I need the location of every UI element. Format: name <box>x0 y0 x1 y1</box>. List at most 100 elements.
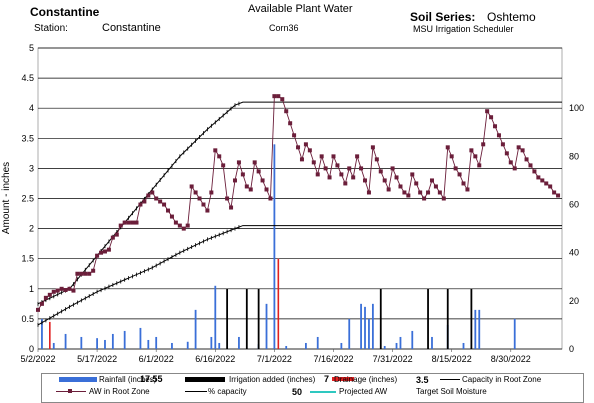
y-tick-label: 0 <box>29 344 34 354</box>
aw-point <box>327 175 332 180</box>
aw-point <box>323 166 328 171</box>
legend-aw-marker <box>68 389 72 393</box>
aw-point <box>347 166 352 171</box>
y-tick-label: 3 <box>29 163 34 173</box>
aw-point <box>276 94 281 99</box>
y-tick-label: 4.5 <box>21 73 34 83</box>
aw-point <box>500 142 505 147</box>
y2-tick-label: 80 <box>569 151 579 161</box>
rainfall-bar <box>139 327 142 349</box>
aw-point <box>99 250 104 255</box>
aw-point <box>189 184 194 189</box>
crop-name: Corn36 <box>269 23 299 33</box>
aw-point <box>154 196 159 201</box>
aw-point <box>508 160 513 165</box>
y-tick-label: 4 <box>29 103 34 113</box>
aw-point <box>552 190 557 195</box>
aw-point <box>146 193 151 198</box>
x-tick-label: 6/16/2022 <box>195 354 235 364</box>
aw-point <box>398 184 403 189</box>
legend-pct-label: % capacity <box>208 387 247 396</box>
y-tick-label: 1 <box>29 284 34 294</box>
y2-tick-label: 60 <box>569 200 579 210</box>
aw-point <box>390 166 395 171</box>
aw-point <box>130 220 135 225</box>
aw-point <box>248 187 253 192</box>
chart-title: Available Plant Water <box>248 3 353 15</box>
aw-point <box>229 205 234 210</box>
y-axis-label: Amount - inches <box>1 162 12 234</box>
legend-aw-label: AW in Root Zone <box>89 387 150 396</box>
legend-pct-swatch <box>185 391 207 392</box>
y2-tick-label: 40 <box>569 248 579 258</box>
aw-point <box>426 190 431 195</box>
aw-point <box>339 172 344 177</box>
aw-point <box>142 199 147 204</box>
scheduler-name: MSU Irrigation Scheduler <box>413 24 514 34</box>
aw-point <box>213 148 218 153</box>
y-tick-label: 5 <box>29 43 34 53</box>
irrigation-bar <box>446 288 449 349</box>
y2-tick-label: 20 <box>569 296 579 306</box>
legend-pct-value: 50 <box>292 387 303 397</box>
aw-point <box>102 249 107 254</box>
aw-point <box>461 181 466 186</box>
aw-point <box>382 178 387 183</box>
aw-point <box>449 154 454 159</box>
aw-point <box>240 172 245 177</box>
aw-point <box>489 115 494 120</box>
x-tick-label: 5/17/2022 <box>77 354 117 364</box>
aw-point <box>457 172 462 177</box>
irrigation-bar <box>379 288 382 349</box>
aw-point <box>402 190 407 195</box>
rainfall-bar <box>360 303 362 349</box>
aw-point <box>67 286 72 291</box>
aw-point <box>473 154 478 159</box>
aw-point <box>83 271 88 276</box>
aw-point <box>193 190 198 195</box>
y-tick-label: 0.5 <box>21 314 34 324</box>
rainfall-bar <box>111 333 114 349</box>
aw-point <box>114 232 119 237</box>
rainfall-bar <box>80 336 83 349</box>
aw-point <box>177 223 182 228</box>
rainfall-bar <box>478 309 481 349</box>
aw-point <box>370 145 375 150</box>
aw-point <box>477 163 482 168</box>
aw-point <box>351 175 356 180</box>
aw-point <box>441 196 446 201</box>
legend-rain-swatch <box>59 377 97 382</box>
y2-tick-label: 100 <box>569 103 584 113</box>
legend-rain-total: 17.55 <box>140 374 163 384</box>
aw-point <box>394 175 399 180</box>
y2-axis-ticks: 0 20 40 60 80 100 <box>569 103 584 354</box>
aw-point <box>343 181 348 186</box>
aw-point <box>36 307 40 312</box>
aw-point <box>39 301 44 306</box>
aw-point <box>319 154 324 159</box>
aw-point <box>150 190 155 195</box>
legend-capacity-label: Capacity in Root Zone <box>462 375 542 384</box>
aw-point <box>544 181 549 186</box>
aw-point <box>437 190 442 195</box>
aw-point <box>95 253 100 258</box>
aw-point <box>75 271 80 276</box>
x-tick-label: 5/2/2022 <box>20 354 55 364</box>
aw-point <box>366 190 371 195</box>
aw-point <box>512 166 517 171</box>
aw-point <box>252 160 257 165</box>
aw-point <box>307 148 312 153</box>
rainfall-bar <box>395 342 398 349</box>
irrigation-bar <box>470 288 473 349</box>
aw-point <box>331 154 336 159</box>
rainfall-bar <box>214 285 217 349</box>
aw-point <box>126 220 131 225</box>
drainage-bars <box>49 258 280 349</box>
aw-point <box>359 166 364 171</box>
aw-point <box>268 196 273 201</box>
aw-point <box>355 154 360 159</box>
rainfall-bar <box>431 336 433 349</box>
x-tick-label: 7/16/2022 <box>313 354 353 364</box>
aw-point <box>110 235 115 240</box>
rainfall-bar <box>210 336 213 349</box>
